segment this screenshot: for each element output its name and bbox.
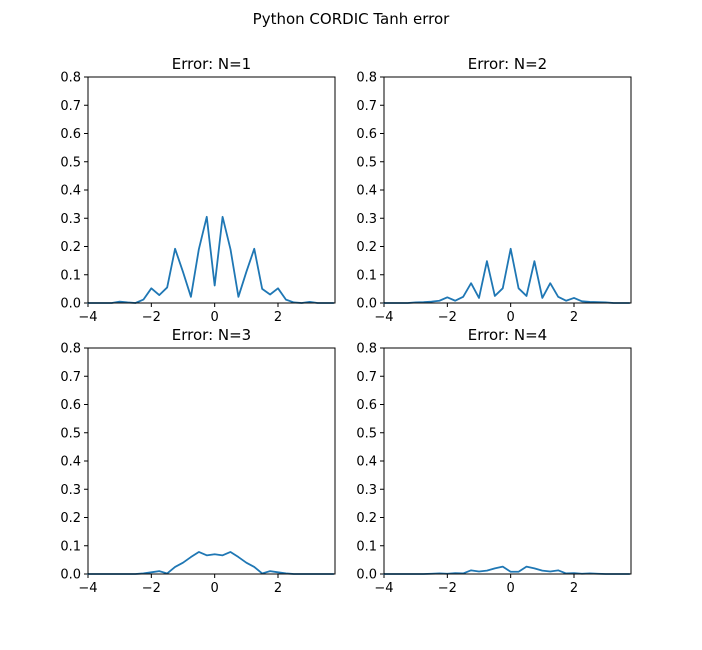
y-tick-label: 0.3 — [60, 212, 81, 227]
y-tick-label: 0.7 — [60, 370, 81, 385]
y-tick-label: 0.8 — [356, 71, 377, 86]
plot-frame — [384, 348, 631, 574]
subplot-n4: Error: N=40.00.10.20.30.40.50.60.70.8−4−… — [356, 326, 631, 596]
x-tick-label: 0 — [211, 581, 219, 596]
x-tick-label: −2 — [438, 581, 457, 596]
error-series-line — [384, 567, 629, 574]
y-tick-label: 0.1 — [356, 539, 377, 554]
x-tick-label: 0 — [507, 581, 515, 596]
y-tick-label: 0.4 — [356, 184, 377, 199]
y-tick-label: 0.1 — [60, 539, 81, 554]
x-tick-label: −2 — [142, 581, 161, 596]
y-tick-label: 0.8 — [356, 342, 377, 357]
subplot-title: Error: N=3 — [172, 326, 251, 344]
x-tick-label: 2 — [274, 310, 282, 325]
y-tick-label: 0.6 — [60, 398, 81, 413]
y-tick-label: 0.5 — [60, 426, 81, 441]
subplot-n2: Error: N=20.00.10.20.30.40.50.60.70.8−4−… — [356, 55, 631, 325]
error-series-line — [88, 217, 333, 303]
x-tick-label: 2 — [274, 581, 282, 596]
error-series-line — [88, 552, 333, 574]
y-tick-label: 0.2 — [356, 511, 377, 526]
y-tick-label: 0.3 — [356, 212, 377, 227]
subplot-title: Error: N=4 — [468, 326, 547, 344]
subplot-title: Error: N=1 — [172, 55, 251, 73]
y-tick-label: 0.5 — [60, 155, 81, 170]
y-tick-label: 0.7 — [356, 99, 377, 114]
plot-frame — [88, 348, 335, 574]
figure-suptitle: Python CORDIC Tanh error — [253, 10, 450, 28]
y-tick-label: 0.1 — [60, 268, 81, 283]
y-tick-label: 0.2 — [60, 511, 81, 526]
y-tick-label: 0.3 — [60, 483, 81, 498]
y-tick-label: 0.1 — [356, 268, 377, 283]
y-tick-label: 0.7 — [60, 99, 81, 114]
x-tick-label: 2 — [570, 581, 578, 596]
x-tick-label: −4 — [374, 310, 393, 325]
y-tick-label: 0.5 — [356, 426, 377, 441]
x-tick-label: 2 — [570, 310, 578, 325]
subplot-title: Error: N=2 — [468, 55, 547, 73]
x-tick-label: −4 — [78, 581, 97, 596]
y-tick-label: 0.8 — [60, 71, 81, 86]
x-tick-label: 0 — [507, 310, 515, 325]
x-tick-label: −4 — [374, 581, 393, 596]
subplot-n3: Error: N=30.00.10.20.30.40.50.60.70.8−4−… — [60, 326, 335, 596]
y-tick-label: 0.6 — [60, 127, 81, 142]
error-series-line — [384, 249, 629, 303]
y-tick-label: 0.3 — [356, 483, 377, 498]
y-tick-label: 0.6 — [356, 127, 377, 142]
y-tick-label: 0.8 — [60, 342, 81, 357]
x-tick-label: 0 — [211, 310, 219, 325]
y-tick-label: 0.6 — [356, 398, 377, 413]
y-tick-label: 0.5 — [356, 155, 377, 170]
x-tick-label: −4 — [78, 310, 97, 325]
x-tick-label: −2 — [142, 310, 161, 325]
y-tick-label: 0.4 — [60, 455, 81, 470]
subplot-n1: Error: N=10.00.10.20.30.40.50.60.70.8−4−… — [60, 55, 335, 325]
y-tick-label: 0.2 — [60, 240, 81, 255]
y-tick-label: 0.7 — [356, 370, 377, 385]
plot-frame — [88, 77, 335, 303]
y-tick-label: 0.4 — [356, 455, 377, 470]
y-tick-label: 0.4 — [60, 184, 81, 199]
x-tick-label: −2 — [438, 310, 457, 325]
y-tick-label: 0.2 — [356, 240, 377, 255]
